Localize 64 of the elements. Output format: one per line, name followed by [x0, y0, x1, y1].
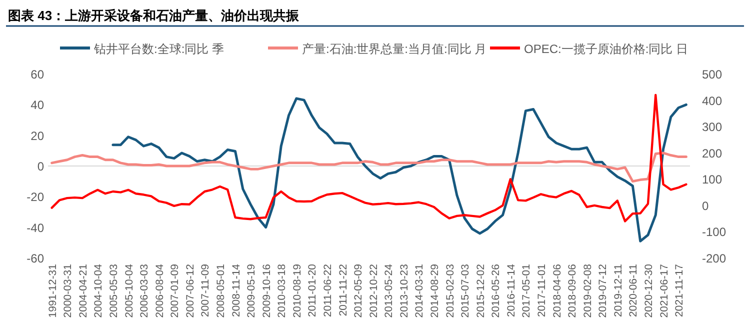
x-tick-label: 2015-07-03 [460, 264, 472, 318]
legend-label: 产量:石油:世界总量:当月值:同比 月 [302, 42, 487, 56]
x-tick-label: 2017-11-01 [536, 264, 548, 317]
x-tick-label: 2010-03-18 [276, 264, 288, 318]
x-tick-label: 2010-08-19 [291, 264, 304, 318]
x-tick-label: 2011-06-22 [322, 264, 334, 317]
y-tick-label: -60 [26, 252, 44, 266]
x-tick-label: 2005-10-04 [123, 264, 136, 318]
x-tick-label: 2011-11-22 [337, 264, 350, 316]
x-tick-label: 2014-03-31 [414, 264, 426, 318]
y-tick-label: 0 [37, 160, 44, 174]
y-tick-label: 40 [30, 98, 44, 112]
x-tick-label: 2006-08-04 [154, 264, 166, 318]
x-tick-label: 2011-01-20 [306, 264, 319, 317]
x-tick-label: 2021-11-17 [674, 264, 686, 317]
x-tick-label: 2000-03-31 [62, 264, 74, 318]
x-tick-label: 2021-06-17 [658, 264, 670, 318]
y2-tick-label: -100 [702, 225, 726, 240]
x-tick-label: 2019-12-11 [612, 264, 624, 317]
y2-tick-label: 100 [702, 172, 722, 187]
legend-label: 钻井平台数:全球:同比 季 [93, 42, 224, 56]
x-tick-label: 2012-05-09 [352, 264, 365, 318]
line-series [50, 94, 688, 222]
y2-tick-label: 300 [702, 120, 722, 134]
y-tick-label: -40 [26, 220, 44, 235]
x-tick-label: 2018-04-06 [551, 264, 564, 318]
x-tick-label: 2015-12-02 [474, 264, 487, 318]
y2-tick-label: 400 [702, 94, 722, 108]
x-tick-label: 2016-05-26 [490, 264, 502, 318]
x-tick-label: 2005-05-03 [108, 264, 120, 318]
x-tick-label: 2008-05-01 [214, 264, 227, 318]
x-tick-label: 2008-11-14 [230, 264, 242, 317]
legend-label: OPEC:一揽子原油价格:同比 日 [524, 42, 688, 56]
line-series [50, 152, 688, 183]
x-tick-label: 2013-10-23 [398, 264, 410, 318]
x-tick-label: 1991-12-31 [46, 264, 59, 318]
y2-tick-label: 200 [702, 146, 722, 160]
y2-tick-label: 500 [702, 68, 722, 82]
x-tick-label: 2009-05-19 [246, 264, 258, 318]
x-tick-label: 2015-02-03 [444, 264, 456, 318]
x-tick-label: 2007-11-09 [200, 264, 212, 317]
x-tick-label: 2019-07-12 [597, 264, 610, 318]
y2-tick-label: -200 [702, 252, 726, 266]
x-tick-label: 2020-06-11 [628, 264, 640, 317]
x-tick-label: 2018-09-06 [566, 264, 579, 318]
x-tick-label: 2006-03-03 [138, 264, 151, 318]
x-tick-label: 2007-01-09 [169, 264, 182, 318]
x-tick-label: 2019-02-08 [582, 264, 594, 318]
x-tick-label: 2007-06-12 [184, 264, 196, 318]
x-tick-label: 2004-04-21 [77, 264, 90, 318]
y-tick-label: -20 [26, 190, 44, 204]
chart-title: 图表 43：上游开采设备和石油产量、油价出现共振 [8, 8, 300, 23]
x-tick-label: 2013-05-24 [383, 264, 396, 318]
x-tick-label: 2017-05-01 [520, 264, 533, 318]
x-tick-label: 2009-10-16 [260, 264, 273, 318]
line-series [112, 97, 688, 242]
x-tick-label: 2004-10-04 [92, 264, 105, 318]
x-tick-label: 2014-08-29 [428, 264, 441, 318]
x-tick-label: 2020-12-30 [642, 264, 655, 318]
y2-tick-label: 0 [702, 198, 709, 213]
y-tick-label: 20 [30, 128, 44, 143]
x-tick-label: 2012-10-22 [368, 264, 380, 318]
x-tick-label: 2016-11-14 [505, 264, 518, 317]
y-tick-label: 60 [30, 68, 44, 82]
